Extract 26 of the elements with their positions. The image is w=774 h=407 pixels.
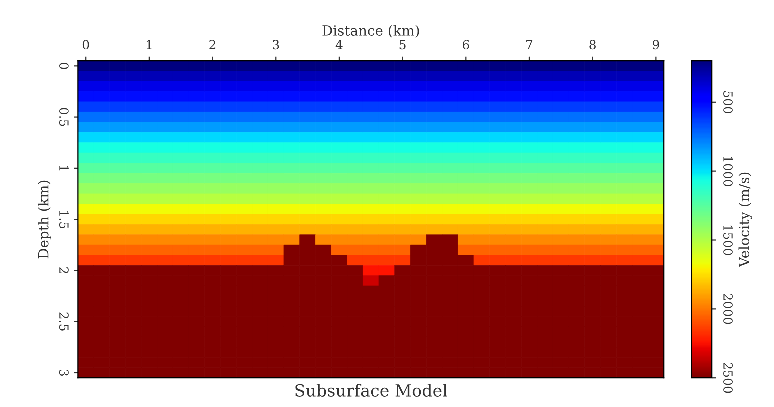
y-axis-title: Depth (km) — [38, 180, 52, 259]
y-tick-label: 3 — [59, 370, 69, 376]
x-tick-label: 7 — [526, 40, 533, 50]
y-tick-label: 2.5 — [59, 312, 69, 331]
text: Subsurface Model — [296, 384, 448, 397]
color-bar-label: 500 — [724, 92, 733, 114]
x-tick-label: 2 — [210, 40, 216, 50]
color-bar-label: 1000 — [724, 156, 733, 186]
x-tick-label: 6 — [463, 40, 470, 50]
x-axis-title: Distance (km) — [322, 25, 420, 38]
x-tick-label: 5 — [400, 40, 406, 50]
y-tick-label: 0.5 — [59, 108, 69, 126]
x-tick-label: 9 — [652, 40, 660, 50]
x-tick-label: 1 — [146, 40, 152, 50]
x-tick-label: 0 — [82, 40, 90, 50]
y-tick-label: 1.5 — [59, 211, 69, 229]
color-bar-label: 2000 — [724, 294, 733, 324]
y-tick-label: 0 — [59, 63, 69, 70]
y-tick-label: 2 — [60, 268, 69, 274]
x-tick-label: 8 — [590, 40, 596, 50]
x-tick-label: 4 — [336, 40, 343, 50]
x-tick-label: 3 — [273, 40, 280, 50]
y-tick-label: 1 — [60, 166, 69, 171]
color-bar-title: Velocity (m/s) — [738, 172, 752, 268]
color-bar-label: 2500 — [724, 363, 733, 394]
color-bar-label: 1500 — [724, 226, 733, 256]
